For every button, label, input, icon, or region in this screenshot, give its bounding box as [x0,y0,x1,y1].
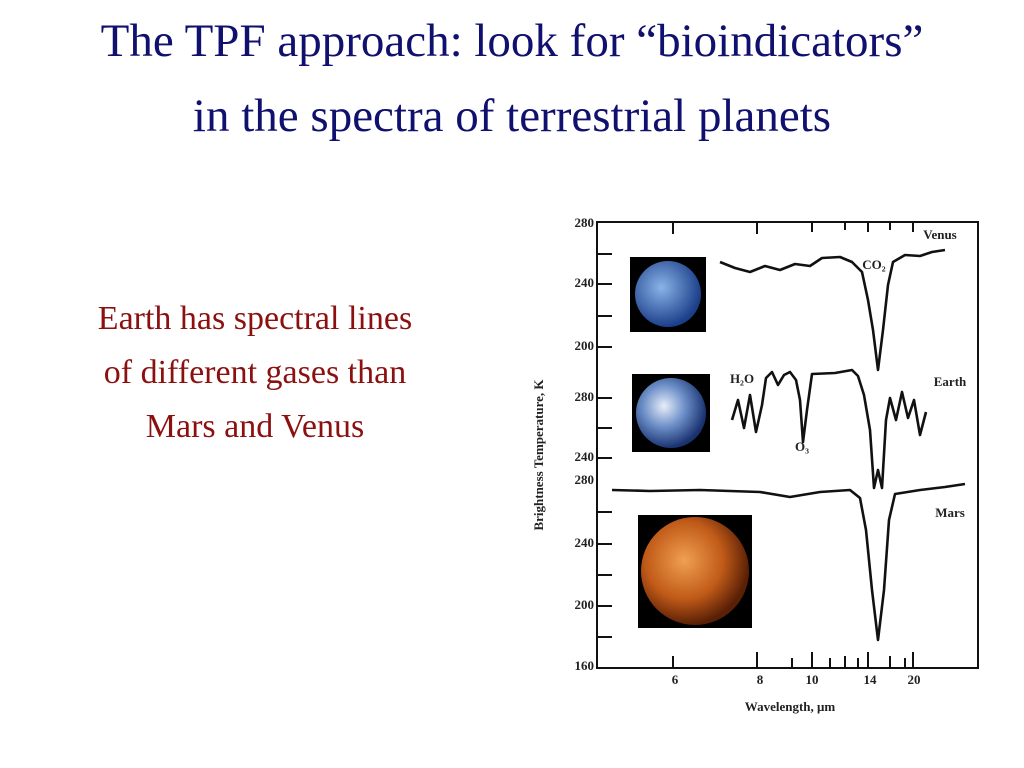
figure-background [520,210,990,720]
x-tick-label: 8 [757,672,764,687]
y-tick-label: 200 [575,597,595,612]
y-tick-label: 280 [575,472,595,487]
o3-label: O₃ [795,439,809,454]
y-axis-label: Brightness Temperature, K [531,379,546,531]
y-tick-label: 240 [575,275,595,290]
co2-label: CO₂ [862,257,886,272]
y-tick-label: 240 [575,535,595,550]
mars-disk [641,517,749,625]
y-tick-label: 240 [575,449,595,464]
h2o-label: H₂O [730,371,754,386]
frame-ticks [597,222,914,668]
mars-spectrum [611,482,966,642]
x-axis-label: Wavelength, μm [745,699,836,714]
slide-body: Earth has spectral lines of different ga… [97,300,413,445]
slide-title: The TPF approach: look for “bioindicator… [100,15,924,142]
y-tick-label: 200 [575,338,595,353]
venus-spectrum [719,248,946,372]
venus-label: Venus [923,227,956,242]
x-tick-label: 14 [864,672,878,687]
figure-frame [596,221,979,669]
earth-label: Earth [934,374,967,389]
y-tick-label: 280 [575,215,595,230]
mars-label: Mars [935,505,965,520]
y-tick-label: 280 [575,389,595,404]
earth-spectrum [730,368,928,490]
x-tick-label: 6 [672,672,679,687]
x-tick-label: 20 [908,672,921,687]
earth-disk [636,378,706,448]
x-tick-label: 10 [806,672,819,687]
venus-disk [635,261,701,327]
y-tick-label: 160 [575,658,595,673]
